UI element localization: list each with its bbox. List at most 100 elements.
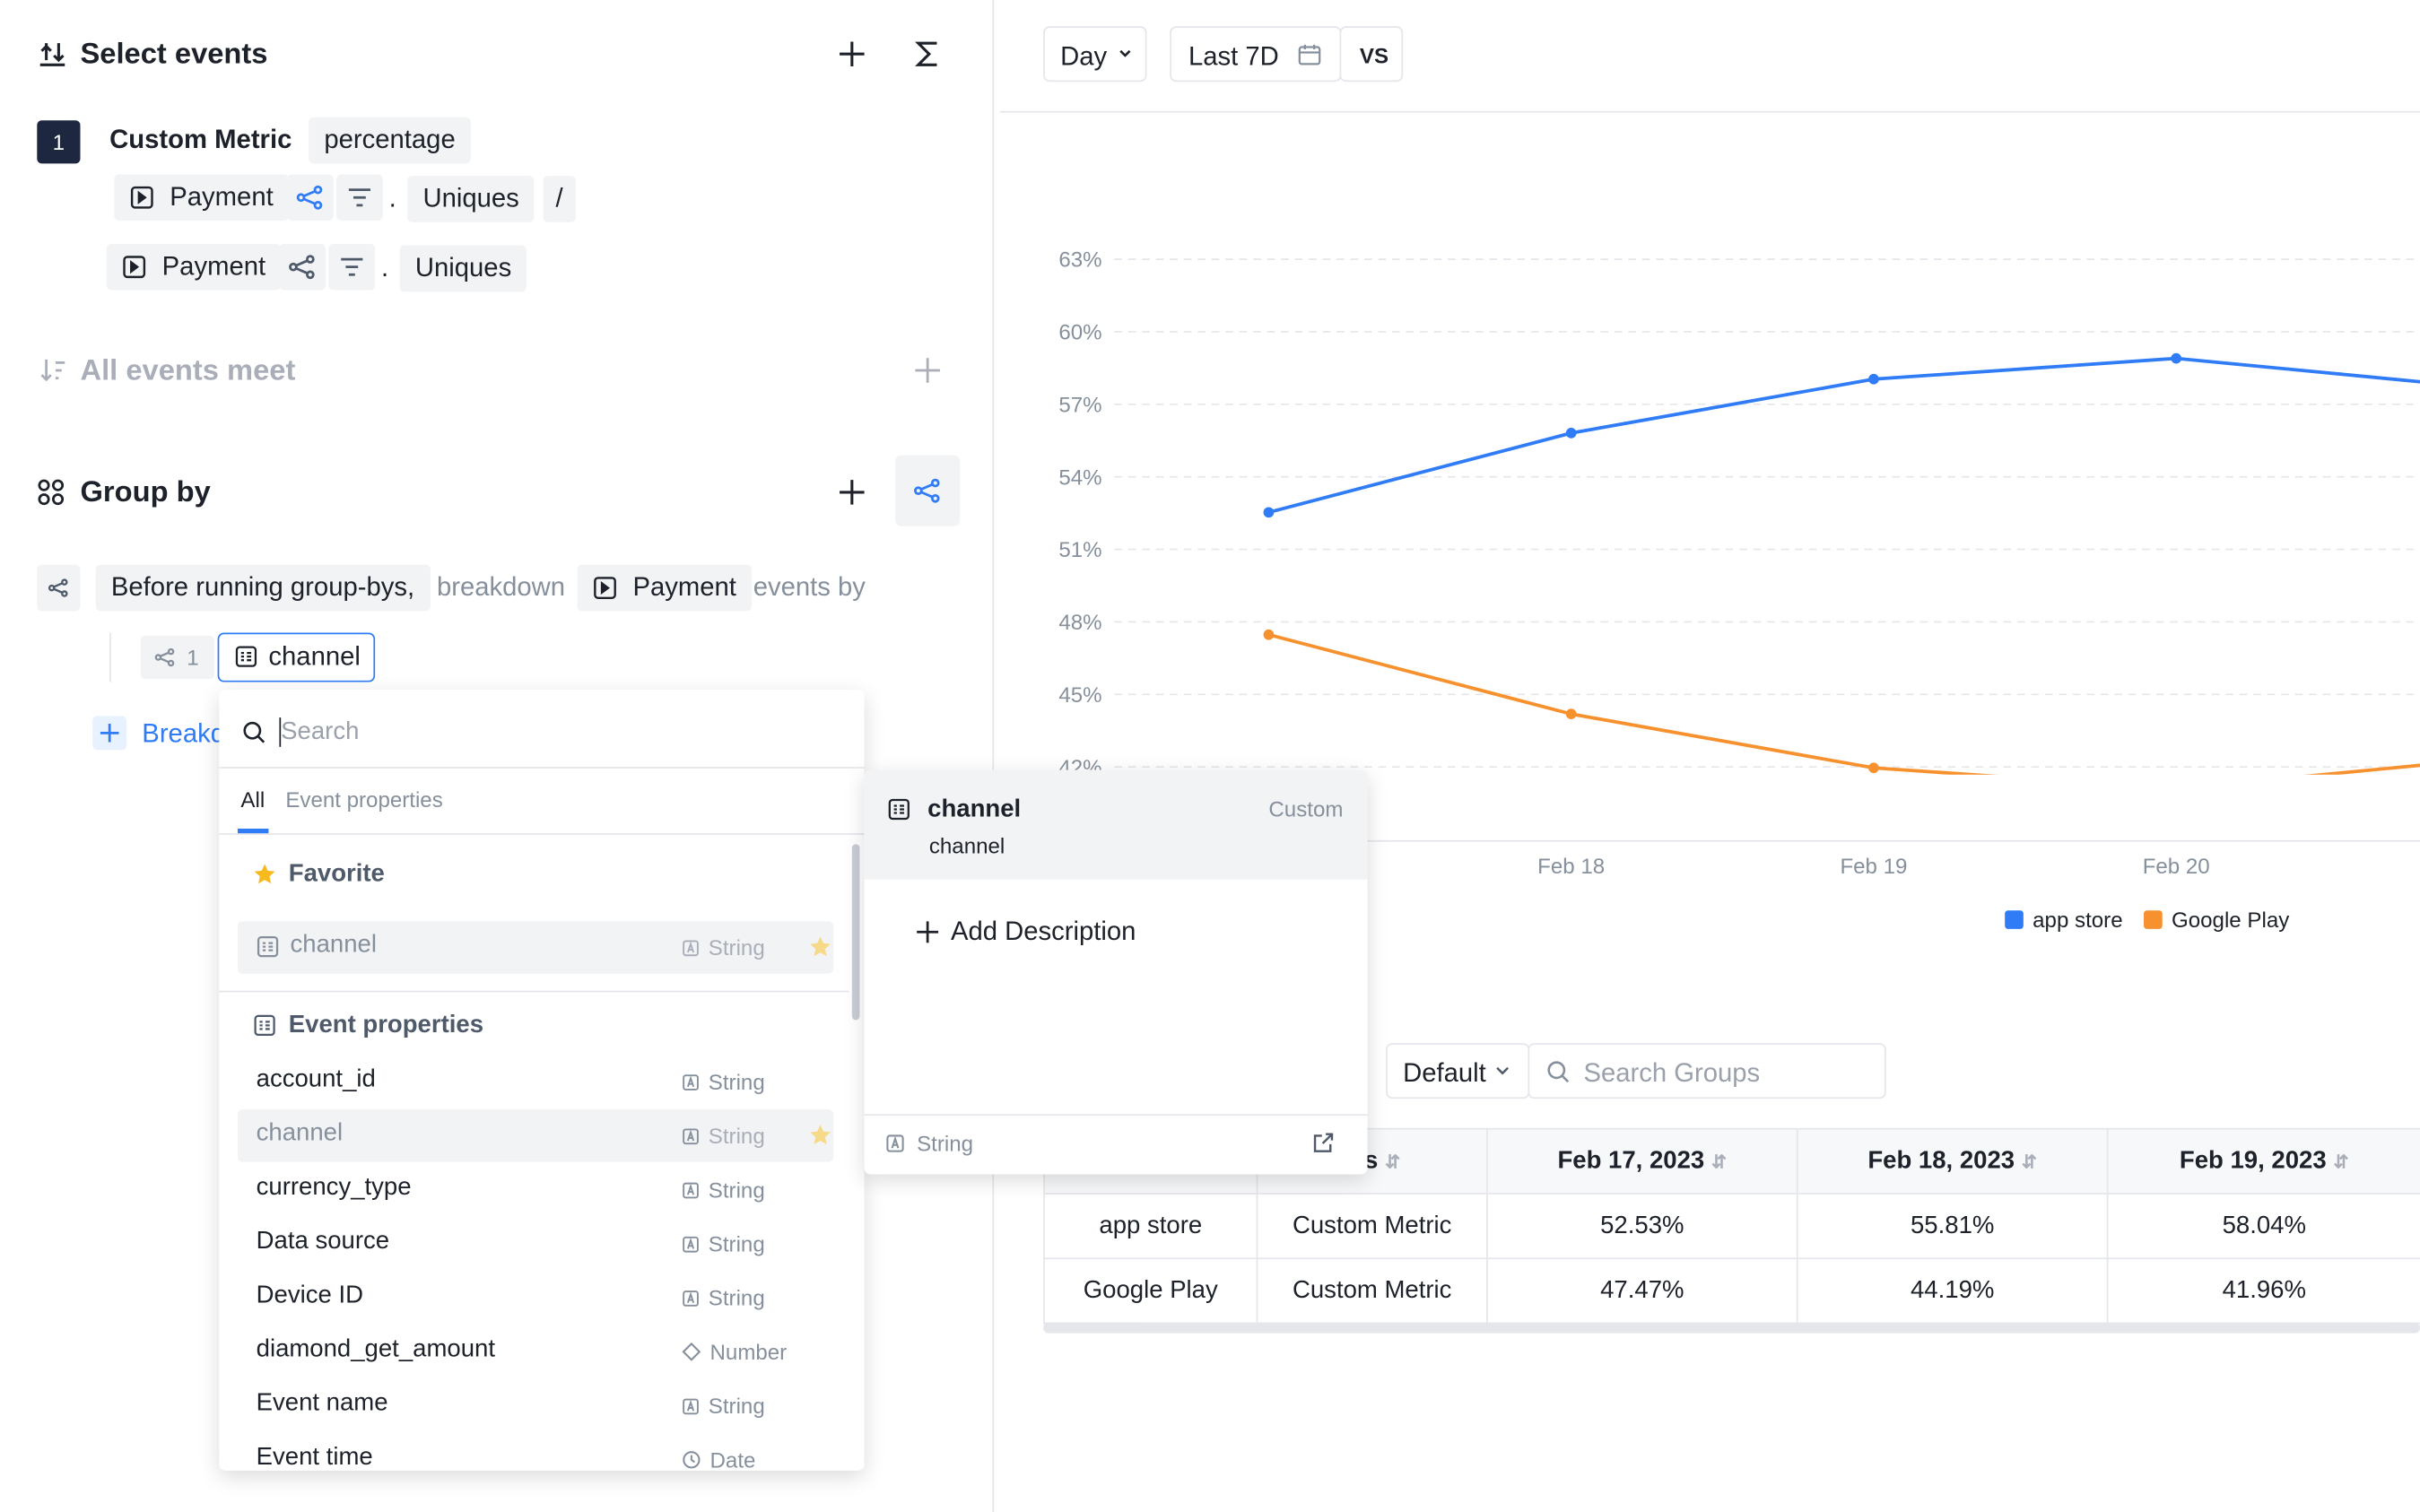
- group-split-toggle[interactable]: [895, 455, 961, 526]
- string-icon: [886, 1134, 905, 1153]
- denominator-split-button[interactable]: [279, 243, 326, 291]
- date-range-value: Last 7D: [1188, 41, 1279, 72]
- formula-icon[interactable]: [914, 39, 942, 69]
- property-list-item[interactable]: Data source String: [238, 1218, 833, 1271]
- item-name: account_id: [256, 1066, 376, 1093]
- metric-name[interactable]: Custom Metric: [109, 125, 292, 155]
- add-event-icon[interactable]: [837, 39, 867, 69]
- sort-select[interactable]: Default: [1386, 1043, 1530, 1099]
- metric-index-badge: 1: [37, 120, 81, 164]
- numerator-event-chip[interactable]: Payment: [114, 174, 289, 222]
- toolbar-divider: [1000, 110, 2420, 113]
- detail-badge: Custom: [1268, 795, 1344, 821]
- tab-all-label: All: [240, 786, 266, 812]
- left-panel: Select events 1 Custom Metric percentage…: [0, 0, 992, 1512]
- favorite-item-channel[interactable]: channel String: [237, 921, 834, 974]
- property-list-item[interactable]: Event name String: [238, 1379, 833, 1432]
- item-type: Date: [683, 1447, 755, 1471]
- breakdown-level-chip[interactable]: 1: [140, 635, 214, 680]
- table-horizontal-scrollbar[interactable]: [1043, 1322, 2420, 1334]
- tab-active-indicator: [237, 829, 269, 834]
- table-cell: 47.47%: [1486, 1257, 1798, 1325]
- string-icon: [683, 939, 700, 956]
- item-name: currency_type: [256, 1174, 412, 1201]
- search-groups-input[interactable]: Search Groups: [1528, 1043, 1886, 1099]
- numerator-agg-chip[interactable]: Uniques: [407, 176, 535, 222]
- date-range-picker[interactable]: Last 7D: [1170, 26, 1342, 83]
- section-divider: [219, 990, 849, 993]
- detail-title: channel: [927, 795, 1022, 823]
- table-row: app store Custom Metric 52.53% 55.81% 58…: [1043, 1193, 2420, 1260]
- table-header-date[interactable]: Feb 18, 2023 ⇵: [1796, 1127, 2109, 1195]
- breakdown-event-chip[interactable]: Payment: [577, 564, 753, 612]
- tab-all[interactable]: All: [237, 786, 269, 834]
- series-line: [1267, 356, 2420, 515]
- filter-icon: [347, 187, 372, 208]
- denominator-filter-button[interactable]: [328, 243, 376, 291]
- detail-type: String: [917, 1131, 974, 1156]
- item-name: Event time: [256, 1444, 373, 1471]
- y-tick-label: 48%: [1058, 611, 1101, 635]
- property-list-item[interactable]: diamond_get_amount Number: [238, 1325, 833, 1378]
- string-icon: [683, 1127, 700, 1144]
- search-caret: [279, 717, 282, 747]
- property-search-placeholder: Search: [281, 718, 360, 746]
- event-properties-header-label: Event properties: [288, 1012, 484, 1039]
- property-list-item[interactable]: Event time Date: [238, 1434, 833, 1471]
- table-cell: Google Play: [1043, 1257, 1258, 1325]
- plus-icon: [917, 921, 939, 943]
- open-external-icon[interactable]: [1312, 1131, 1336, 1154]
- data-point: [2171, 352, 2182, 364]
- property-search-input[interactable]: Search: [219, 690, 865, 769]
- item-type: String: [683, 1285, 765, 1310]
- property-list-item[interactable]: currency_type String: [238, 1163, 833, 1216]
- table-header-date[interactable]: Feb 19, 2023 ⇵: [2106, 1127, 2420, 1195]
- item-type: String: [683, 1394, 765, 1418]
- granularity-value: Day: [1060, 41, 1108, 72]
- table-header-date[interactable]: Feb 17, 2023 ⇵: [1486, 1127, 1798, 1195]
- breakdown-level-number: 1: [187, 645, 199, 670]
- numerator-split-button[interactable]: [287, 174, 334, 222]
- granularity-select[interactable]: Day: [1043, 26, 1147, 83]
- panel-divider: [992, 0, 995, 1512]
- compare-button[interactable]: VS: [1339, 26, 1404, 83]
- operator-chip[interactable]: /: [543, 176, 576, 222]
- y-tick-label: 51%: [1058, 538, 1101, 562]
- metric-format-chip[interactable]: percentage: [309, 117, 471, 164]
- property-list-item[interactable]: channel String: [237, 1109, 834, 1162]
- legend-swatch: [2144, 910, 2163, 929]
- detail-subtitle: channel: [928, 833, 1005, 858]
- property-tabs: All Event properties: [219, 769, 865, 835]
- dropdown-scrollbar-thumb[interactable]: [851, 844, 860, 1021]
- legend-label: app store: [2033, 907, 2123, 933]
- property-list-item[interactable]: Device ID String: [238, 1272, 833, 1325]
- search-groups-placeholder: Search Groups: [1583, 1058, 1761, 1089]
- sort-icon: ⇵: [1385, 1150, 1401, 1172]
- before-group-bys-chip[interactable]: Before running group-bys,: [95, 564, 431, 612]
- table-cell: 41.96%: [2106, 1257, 2420, 1325]
- share-icon: [296, 185, 324, 210]
- star-icon[interactable]: [809, 935, 832, 959]
- star-icon[interactable]: [809, 1124, 832, 1147]
- sort-value: Default: [1403, 1058, 1486, 1089]
- property-list-item[interactable]: account_id String: [238, 1056, 833, 1108]
- date-icon: [683, 1450, 701, 1469]
- breakdown-property-chip[interactable]: channel: [217, 632, 376, 682]
- numerator-filter-button[interactable]: [336, 174, 383, 222]
- add-breakdown-button[interactable]: Breakd: [92, 716, 231, 752]
- item-name: channel: [256, 1120, 344, 1147]
- y-tick-label: 45%: [1058, 683, 1101, 708]
- share-icon: [48, 578, 69, 597]
- breakdown-mode-icon-button[interactable]: [37, 564, 81, 612]
- chart-legend: app store Google Play: [2005, 906, 2313, 936]
- add-condition-icon[interactable]: [914, 356, 942, 384]
- tab-event-properties[interactable]: Event properties: [285, 786, 443, 812]
- add-group-icon[interactable]: [837, 477, 867, 508]
- denominator-event-chip[interactable]: Payment: [106, 243, 282, 291]
- table-cell: app store: [1043, 1193, 1258, 1260]
- sort-condition-icon: [39, 356, 66, 384]
- data-point: [1565, 428, 1577, 439]
- events-by-label: events by: [753, 572, 866, 603]
- denominator-agg-chip[interactable]: Uniques: [399, 245, 527, 292]
- property-icon: [235, 645, 258, 668]
